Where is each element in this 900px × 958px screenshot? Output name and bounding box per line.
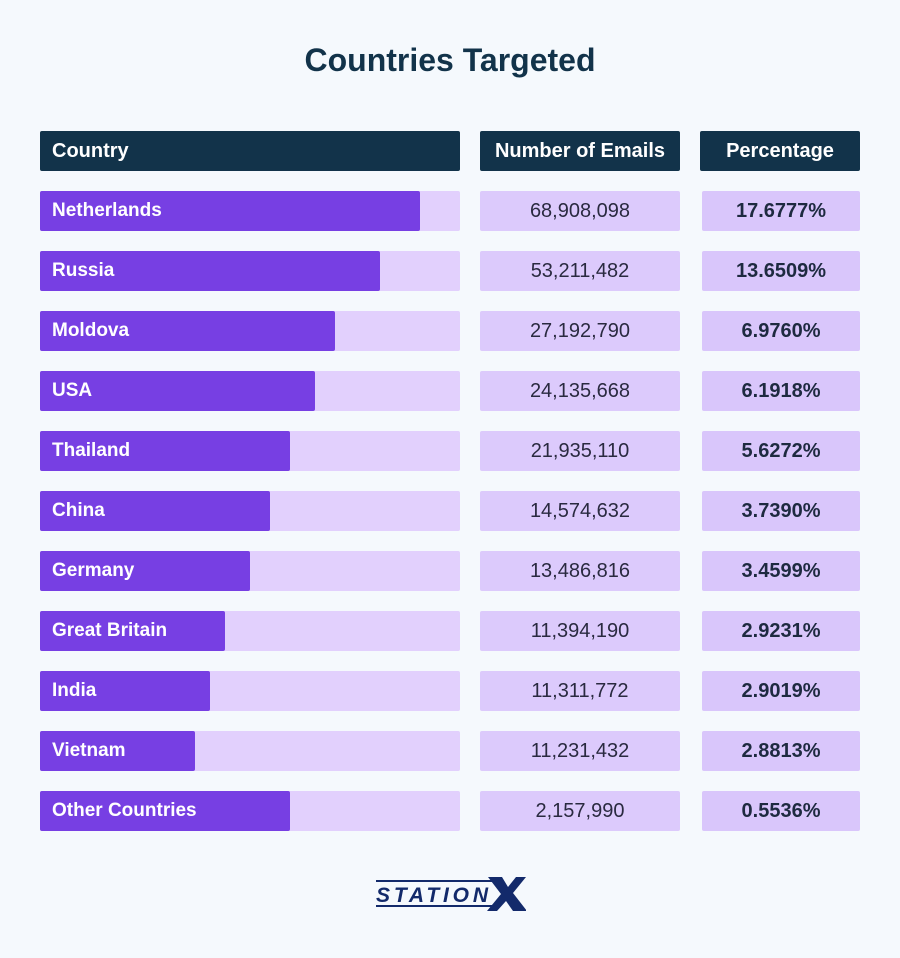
country-bar-track: Russia [40,251,460,291]
country-bar [40,311,335,351]
percentage-value: 5.6272% [702,431,860,471]
email-count: 24,135,668 [480,371,680,411]
percentage-value: 2.8813% [702,731,860,771]
country-bar [40,371,316,411]
email-count: 21,935,110 [480,431,680,471]
country-name: Russia [52,260,115,281]
chart-title: Countries Targeted [304,42,596,78]
header-country: Country [40,131,460,171]
country-name: Netherlands [52,200,162,221]
country-bar-track: Other Countries [40,791,460,831]
country-bar [40,251,381,291]
country-name: Thailand [52,440,131,461]
percentage-value: 2.9019% [702,671,860,711]
header-emails: Number of Emails [480,131,680,171]
country-name: Other Countries [52,800,197,821]
country-name: USA [52,380,93,401]
country-bar-track: Moldova [40,311,460,351]
percentage-value: 0.5536% [702,791,860,831]
email-count: 68,908,098 [480,191,680,231]
percentage-value: 6.9760% [702,311,860,351]
country-bar-track: China [40,491,460,531]
country-bar [40,551,250,591]
email-count: 11,311,772 [480,671,680,711]
country-bar-track: India [40,671,460,711]
svg-text:STATION: STATION [376,884,489,907]
percentage-value: 2.9231% [702,611,860,651]
header-percentage: Percentage [700,131,860,171]
country-bar-track: USA [40,371,460,411]
email-count: 14,574,632 [480,491,680,531]
email-count: 2,157,990 [480,791,680,831]
country-bar-track: Netherlands [40,191,460,231]
country-bar [40,191,421,231]
country-name: India [52,680,97,701]
country-bar-track: Thailand [40,431,460,471]
country-bar-track: Germany [40,551,460,591]
email-count: 11,394,190 [480,611,680,651]
email-count: 27,192,790 [480,311,680,351]
country-name: China [52,500,105,521]
country-bar-track: Great Britain [40,611,460,651]
country-name: Moldova [52,320,130,341]
country-bar [40,731,195,771]
country-bar [40,791,290,831]
stationx-logo: STATION [376,877,526,911]
country-name: Germany [52,560,135,581]
country-bar-track: Vietnam [40,731,460,771]
country-name: Great Britain [52,620,168,641]
country-bar [40,491,271,531]
percentage-value: 17.6777% [702,191,860,231]
country-bar [40,611,225,651]
percentage-value: 6.1918% [702,371,860,411]
email-count: 11,231,432 [480,731,680,771]
country-name: Vietnam [52,740,126,761]
country-bar [40,431,290,471]
email-count: 13,486,816 [480,551,680,591]
percentage-value: 13.6509% [702,251,860,291]
email-count: 53,211,482 [480,251,680,291]
country-bar [40,671,211,711]
percentage-value: 3.4599% [702,551,860,591]
percentage-value: 3.7390% [702,491,860,531]
